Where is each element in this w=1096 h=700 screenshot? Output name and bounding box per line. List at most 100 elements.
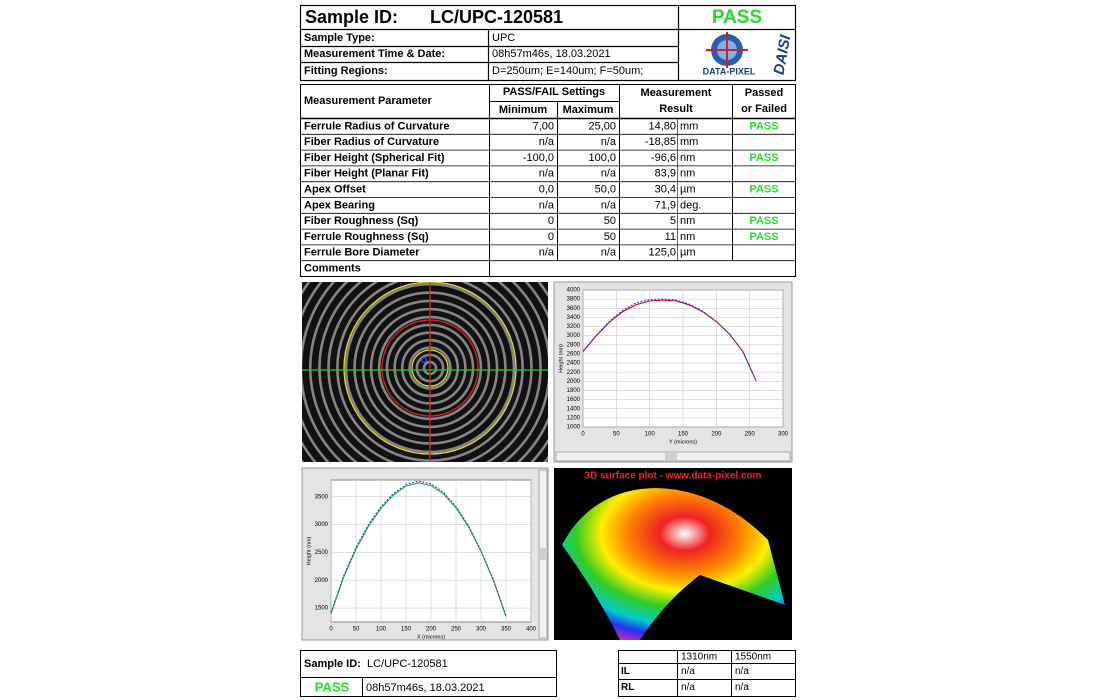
x-tick-label: 400 — [526, 627, 537, 633]
info-value: UPC — [492, 32, 515, 44]
y-tick-label: 3800 — [567, 297, 581, 303]
series-line — [582, 298, 757, 382]
result: 83,9 — [655, 168, 676, 180]
result: -18,85 — [645, 136, 676, 148]
footer-status: PASS — [315, 679, 350, 694]
column-header: Maximum — [563, 104, 614, 116]
y-tick-label: 1800 — [567, 388, 581, 394]
column-header: PASS/FAIL Settings — [503, 86, 605, 98]
loss-table: 1310nm 1550nm IL n/a n/a RL n/a n/a — [621, 652, 771, 694]
column-header: 1550nm — [735, 652, 771, 663]
unit: mm — [680, 120, 698, 132]
fringe — [327, 282, 533, 462]
maximum: 100,0 — [588, 152, 616, 164]
column-header: Minimum — [499, 104, 547, 116]
x-tick-label: 250 — [451, 627, 462, 633]
footer-frame — [300, 650, 796, 697]
x-tick-label: 350 — [501, 627, 512, 633]
x-tick-label: 150 — [401, 627, 412, 633]
charts: 1000120014001600180020002200240026002800… — [306, 288, 788, 641]
column-header: Measurement — [641, 87, 712, 99]
y-tick-label: 3000 — [567, 333, 581, 339]
y-tick-label: 2800 — [567, 342, 581, 348]
column-header: Result — [659, 103, 693, 115]
minimum: -100,0 — [523, 152, 554, 164]
column-header: Measurement Parameter — [304, 95, 433, 107]
table: Measurement Parameter PASS/FAIL Settings M… — [300, 86, 796, 275]
x-tick-label: 50 — [353, 627, 360, 633]
result: 11 — [665, 231, 676, 243]
y-tick-label: 1600 — [567, 397, 581, 403]
parameter: Ferrule Radius of Curvature — [304, 120, 449, 132]
minimum: 0,0 — [539, 184, 554, 196]
parameter: Comments — [304, 263, 361, 275]
info-label: Sample Type: — [304, 32, 375, 44]
parameter: Fiber Radius of Curvature — [304, 136, 439, 148]
minimum: 0 — [548, 215, 554, 227]
status: PASS — [749, 152, 778, 164]
y-tick-label: 1500 — [315, 606, 329, 612]
series-line — [582, 299, 757, 382]
minimum: 7,00 — [533, 120, 554, 132]
fringe — [309, 282, 548, 462]
unit: nm — [680, 152, 695, 164]
footer-id-label: Sample ID: — [304, 658, 361, 670]
x-axis-label: Y (microns) — [669, 439, 697, 445]
minimum: n/a — [539, 168, 555, 180]
y-tick-label: 2000 — [567, 379, 581, 385]
y-tick-label: 3400 — [567, 315, 581, 321]
y-tick-label: 2500 — [315, 550, 329, 556]
x-tick-label: 150 — [678, 432, 689, 438]
maximum: n/a — [601, 136, 617, 148]
unit: mm — [680, 136, 698, 148]
result: 71,9 — [655, 199, 676, 211]
x-tick-label: 300 — [778, 432, 789, 438]
info-value: 08h57m46s, 18.03.2021 — [492, 48, 611, 60]
column-header: 1310nm — [681, 652, 717, 663]
info-value: D=250um; E=140um; F=50um; — [492, 65, 643, 77]
info-label: Fitting Regions: — [304, 65, 388, 77]
status: PASS — [712, 7, 762, 28]
unit: µm — [680, 247, 696, 259]
cell: n/a — [681, 682, 695, 693]
y-tick-label: 2000 — [315, 578, 329, 584]
x-tick-label: 0 — [329, 627, 333, 633]
footer-datetime: 08h57m46s, 18.03.2021 — [366, 682, 485, 694]
x-tick-label: 300 — [476, 627, 487, 633]
parameter: Ferrule Roughness (Sq) — [304, 231, 429, 243]
x-tick-label: 200 — [426, 627, 437, 633]
unit: nm — [680, 215, 695, 227]
unit: nm — [680, 231, 695, 243]
footer-id: LC/UPC-120581 — [367, 658, 448, 670]
x-tick-label: 0 — [581, 432, 585, 438]
y-tick-label: 2600 — [567, 352, 581, 358]
row-label: IL — [621, 666, 630, 677]
y-tick-label: 1000 — [567, 425, 581, 431]
maximum: n/a — [601, 247, 617, 259]
y-tick-label: 2400 — [567, 361, 581, 367]
cell: n/a — [735, 682, 749, 693]
cell: n/a — [735, 666, 749, 677]
y-tick-label: 1400 — [567, 406, 581, 412]
y-axis-label: Height (nm) — [558, 344, 564, 373]
y-axis-label: Height (nm) — [306, 536, 312, 565]
y-tick-label: 1200 — [567, 415, 581, 421]
y-tick-label: 3000 — [315, 522, 329, 528]
maximum: 50 — [604, 215, 616, 227]
minimum: n/a — [539, 199, 555, 211]
maximum: 25,00 — [588, 120, 616, 132]
result: 14,80 — [648, 120, 676, 132]
y-tick-label: 2200 — [567, 370, 581, 376]
y-tick-label: 3200 — [567, 324, 581, 330]
minimum: 0 — [548, 231, 554, 243]
x-tick-label: 200 — [711, 432, 722, 438]
row-label: RL — [621, 682, 634, 693]
sample-id: LC/UPC-120581 — [430, 7, 563, 27]
status: PASS — [749, 184, 778, 196]
x-tick-label: 100 — [376, 627, 387, 633]
status: PASS — [749, 231, 778, 243]
table-frame — [300, 84, 796, 277]
fringe — [318, 282, 542, 462]
parameter: Apex Bearing — [304, 199, 375, 211]
